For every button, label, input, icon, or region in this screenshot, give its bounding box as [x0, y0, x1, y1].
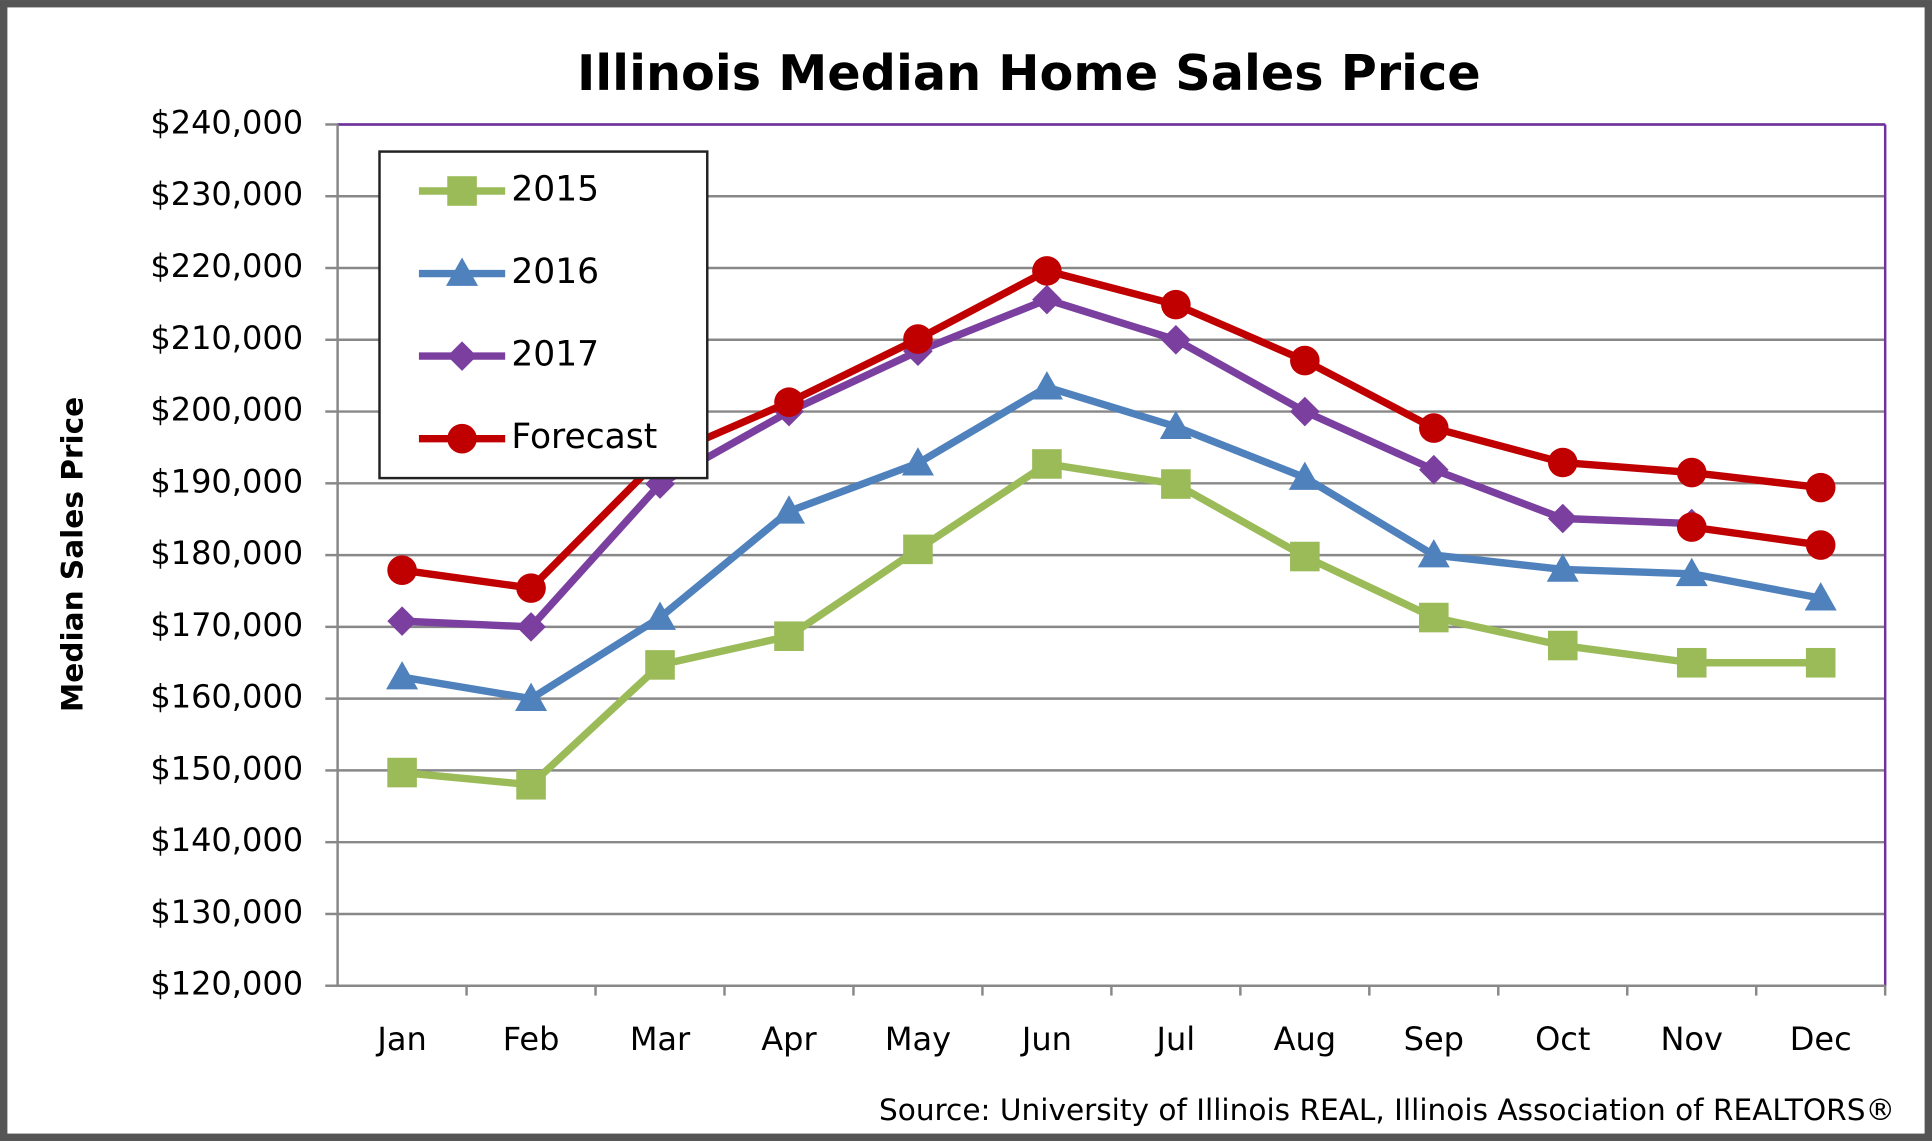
legend-label: Forecast [511, 417, 657, 457]
x-tick-label: Jun [1020, 1020, 1072, 1058]
marker [645, 650, 675, 680]
marker [1288, 461, 1321, 490]
marker [1161, 289, 1191, 320]
marker [1290, 396, 1320, 427]
y-tick-label: $220,000 [150, 247, 303, 285]
y-tick-label: $160,000 [150, 678, 303, 716]
marker [386, 661, 419, 690]
marker [1546, 553, 1579, 582]
marker [1676, 512, 1707, 542]
y-tick-label: $210,000 [150, 319, 303, 357]
series-line [1691, 523, 1822, 549]
y-tick-label: $230,000 [150, 175, 303, 213]
legend-label: 2016 [511, 252, 599, 292]
y-tick-label: $200,000 [150, 391, 303, 429]
legend-marker [447, 423, 477, 454]
y-tick-label: $120,000 [150, 965, 303, 1003]
marker [515, 682, 548, 711]
legend-marker [446, 257, 479, 286]
marker [1290, 345, 1320, 376]
marker [903, 534, 933, 565]
marker [774, 387, 804, 418]
series-line [401, 267, 1822, 592]
marker [903, 324, 933, 354]
series-line [401, 460, 1821, 789]
x-tick-label: Aug [1274, 1020, 1337, 1058]
x-tick-label: Nov [1660, 1020, 1722, 1058]
marker [644, 601, 677, 630]
y-tick-label: $140,000 [150, 821, 303, 859]
marker [1419, 413, 1449, 443]
chart-title: Illinois Median Home Sales Price [577, 44, 1481, 102]
marker [1030, 371, 1063, 400]
marker [774, 621, 804, 651]
x-tick-label: Dec [1790, 1020, 1852, 1058]
legend-label: 2015 [511, 170, 599, 210]
x-tick-label: Sep [1404, 1020, 1464, 1058]
y-tick-label: $190,000 [150, 462, 303, 500]
marker [1419, 454, 1449, 485]
series-line [401, 383, 1822, 703]
marker [387, 555, 417, 585]
x-tick-label: Jul [1155, 1020, 1196, 1058]
y-tick-label: $170,000 [150, 606, 303, 644]
marker [901, 447, 934, 476]
marker [772, 495, 805, 524]
legend-marker [447, 341, 477, 371]
x-tick-label: Jan [375, 1020, 426, 1058]
y-tick-label: $150,000 [150, 749, 303, 787]
marker [1159, 410, 1192, 439]
marker [1032, 256, 1062, 286]
x-tick-label: Apr [761, 1020, 817, 1058]
marker [387, 606, 417, 636]
y-tick-label: $180,000 [150, 534, 303, 572]
marker [1676, 647, 1707, 678]
y-tick-label: $130,000 [150, 893, 303, 931]
marker [516, 573, 546, 603]
marker [387, 757, 417, 788]
marker [1805, 530, 1836, 560]
legend: 2015 2016 2017 Forecast [378, 150, 709, 480]
x-tick-label: Oct [1535, 1020, 1590, 1058]
x-tick-label: Mar [630, 1020, 691, 1058]
marker [1547, 630, 1578, 661]
marker [1675, 557, 1708, 587]
y-axis-label: Median Sales Price [55, 397, 89, 712]
marker [1419, 602, 1449, 633]
marker [1161, 469, 1191, 499]
y-tick-label: $240,000 [150, 103, 303, 141]
marker [1805, 472, 1836, 503]
marker [1417, 539, 1450, 568]
marker [1804, 582, 1837, 611]
marker [516, 612, 546, 642]
legend-label: 2017 [511, 335, 599, 375]
marker [1290, 541, 1320, 572]
marker [516, 769, 546, 800]
marker [1547, 447, 1578, 478]
marker [1676, 457, 1707, 488]
marker [1032, 449, 1062, 479]
legend-box [378, 150, 709, 480]
x-tick-label: Feb [503, 1020, 560, 1058]
source-note: Source: University of Illinois REAL, Ill… [879, 1093, 1895, 1127]
marker [1805, 647, 1836, 678]
marker [1547, 503, 1578, 534]
x-tick-label: May [885, 1020, 951, 1058]
legend-marker [447, 176, 477, 206]
